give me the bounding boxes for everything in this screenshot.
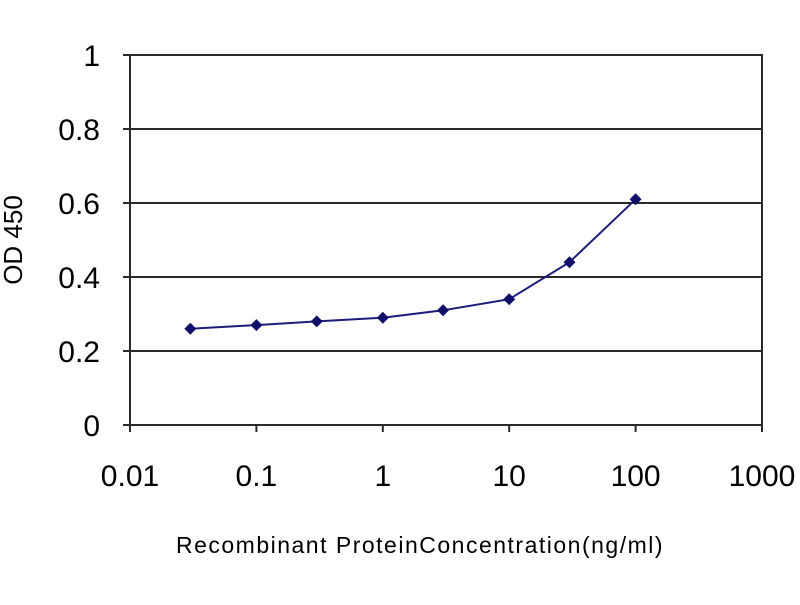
x-tick-label: 100 (611, 460, 661, 493)
x-tick-label: 10 (493, 460, 526, 493)
y-tick-label: 0.2 (58, 336, 100, 369)
y-tick-label: 0.8 (58, 114, 100, 147)
data-point (437, 304, 450, 317)
x-tick-label: 1000 (729, 460, 796, 493)
data-point (250, 319, 263, 332)
tick-marks (123, 54, 763, 432)
x-tick-labels: 0.01 0.1 1 10 100 1000 (101, 460, 796, 493)
data-point (563, 256, 576, 269)
y-tick-label: 1 (83, 40, 100, 73)
data-point (184, 322, 197, 335)
data-point (629, 193, 642, 206)
y-axis-title: OD 450 (0, 195, 28, 285)
data-point (310, 315, 323, 328)
series-line (190, 198, 637, 330)
data-point (376, 311, 389, 324)
data-series (184, 193, 642, 335)
plot-area (129, 54, 763, 426)
x-tick-label: 1 (374, 460, 391, 493)
y-tick-label: 0 (83, 410, 100, 443)
y-tick-label: 0.4 (58, 262, 100, 295)
gridlines (130, 128, 762, 352)
x-tick-label: 0.1 (236, 460, 278, 493)
y-tick-labels: 0 0.2 0.4 0.6 0.8 1 (58, 40, 100, 443)
y-tick-label: 0.6 (58, 188, 100, 221)
data-point (503, 293, 516, 306)
x-axis-title: Recombinant ProteinConcentration(ng/ml) (176, 532, 664, 558)
x-tick-label: 0.01 (101, 460, 159, 493)
